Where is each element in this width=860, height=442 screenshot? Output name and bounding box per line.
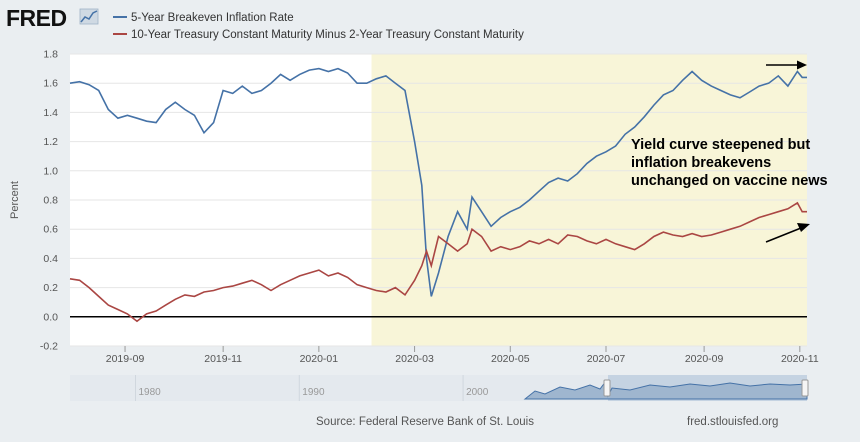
site-link[interactable]: fred.stlouisfed.org [687,416,778,428]
x-tick-label: 2020-01 [300,353,339,365]
fred-logo[interactable]: FRED [6,5,67,31]
y-tick-label: 0.4 [43,253,58,265]
range-navigator[interactable]: 1980199020002010 [70,375,809,401]
y-tick-label: -0.2 [40,341,58,353]
y-tick-label: 0.6 [43,224,58,236]
y-tick-label: 1.8 [43,49,58,61]
legend: 5-Year Breakeven Inflation Rate 10-Year … [113,12,524,41]
y-tick-label: 1.6 [43,78,58,90]
legend-label-series2: 10-Year Treasury Constant Maturity Minus… [131,29,524,41]
x-tick-label: 2020-09 [685,353,724,365]
y-axis: -0.2 0.0 0.2 0.4 0.6 0.8 1.0 1.2 1.4 1.6 1.8 [40,49,58,353]
arrow-up-icon [765,223,810,243]
annotation: Yield curve steepened but inflation brea… [631,60,828,243]
y-tick-label: 0.2 [43,282,58,294]
legend-label-series1: 5-Year Breakeven Inflation Rate [131,12,294,24]
x-tick-label: 2020-03 [395,353,434,365]
annotation-line-3: unchanged on vaccine news [631,173,828,189]
navigator-left-handle[interactable] [603,379,611,397]
y-tick-label: 0.8 [43,195,58,207]
y-tick-label: 1.4 [43,107,58,119]
logo-graph-icon [79,8,99,25]
y-tick-label: 0.0 [43,311,58,323]
x-tick-label: 2020-11 [781,353,819,365]
navigator-tick-label: 2000 [466,387,489,398]
x-tick-label: 2019-11 [204,353,242,365]
navigator-right-handle[interactable] [801,379,809,397]
y-tick-label: 1.2 [43,136,58,148]
series-yield-spread-line [69,201,807,323]
navigator-tick-label: 1980 [139,387,162,398]
annotation-line-2: inflation breakevens [631,155,771,171]
y-tick-label: 1.0 [43,165,58,177]
source-text: Source: Federal Reserve Bank of St. Loui… [316,416,534,428]
series-breakeven-line [69,67,807,297]
x-tick-label: 2020-07 [587,353,626,365]
x-tick-label: 2020-05 [491,353,530,365]
annotation-line-1: Yield curve steepened but [631,137,810,153]
navigator-series [523,379,808,400]
x-axis: 2019-09 2019-11 2020-01 2020-03 2020-05 2020-… [106,346,819,365]
navigator-tick-label: 1990 [302,387,325,398]
arrow-flat-icon [766,60,807,70]
y-axis-label: Percent [9,181,21,219]
x-tick-label: 2019-09 [106,353,145,365]
